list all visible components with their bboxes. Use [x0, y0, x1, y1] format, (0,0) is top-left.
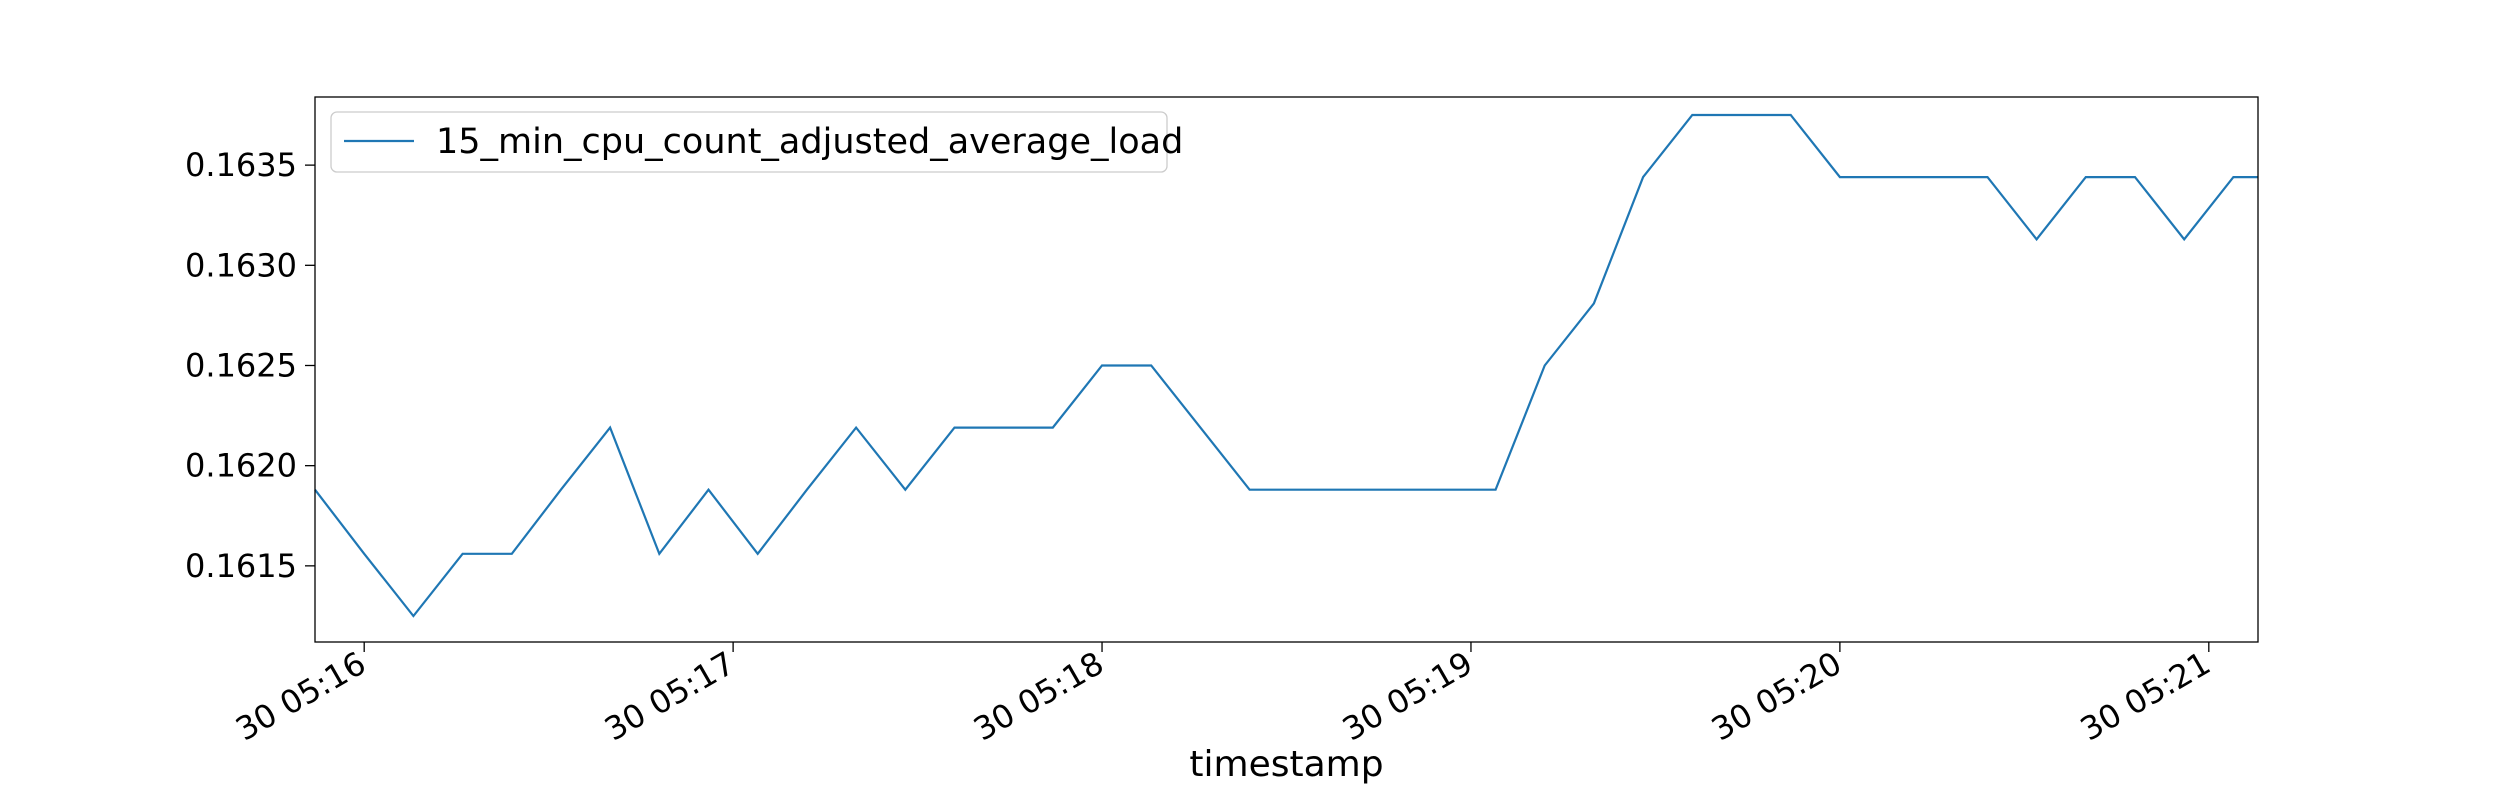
x-tick-label: 30 05:18 [967, 644, 1110, 748]
y-tick-label: 0.1630 [185, 246, 297, 284]
y-axis: 0.1615 0.1620 0.1625 0.1630 0.1635 [185, 146, 315, 585]
x-tick-label: 30 05:17 [598, 644, 741, 748]
x-tick-label: 30 05:19 [1336, 644, 1479, 748]
x-axis: 30 05:16 30 05:17 30 05:18 30 05:19 30 05:20… [229, 642, 2217, 748]
plot-area [314, 96, 2259, 643]
axes-frame [314, 96, 2259, 643]
series-line-0 [314, 113, 2258, 618]
y-tick-label: 0.1625 [185, 346, 297, 384]
y-tick-label: 0.1635 [185, 146, 297, 184]
x-axis-title: timestamp [1189, 744, 1383, 785]
x-tick-label: 30 05:16 [229, 644, 372, 748]
legend-box [330, 111, 1168, 173]
x-tick-label: 30 05:20 [1705, 644, 1848, 748]
y-tick-label: 0.1620 [185, 447, 297, 485]
legend: 15_min_cpu_count_adjusted_average_load [330, 111, 1183, 173]
x-tick-label: 30 05:21 [2074, 644, 2217, 748]
legend-label: 15_min_cpu_count_adjusted_average_load [436, 122, 1183, 162]
y-tick-label: 0.1615 [185, 547, 297, 585]
